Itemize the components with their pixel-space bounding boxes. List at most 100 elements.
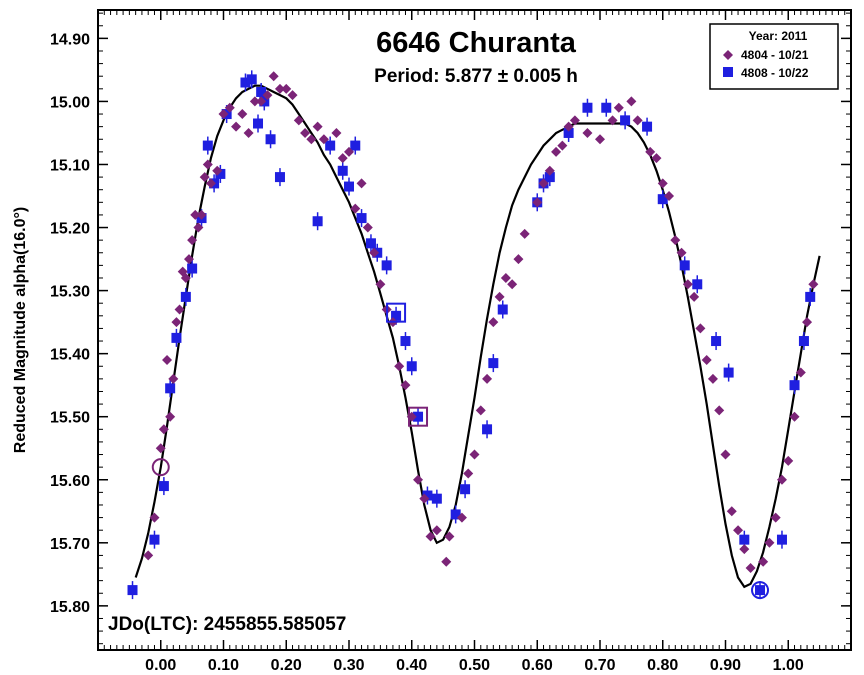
data-point-diamond [243,127,254,138]
data-point-diamond [293,115,304,126]
data-point-diamond [463,468,474,479]
data-point-diamond [306,134,317,145]
data-point-diamond [237,109,248,120]
data-point-square [356,213,367,224]
y-axis-label: Reduced Magnitude alpha(16.0°) [12,207,29,453]
reference-marker-circle [751,581,770,600]
data-point-square [265,134,276,145]
data-point-diamond [707,373,718,384]
x-tick-label: 0.70 [584,657,615,674]
data-point-diamond [808,279,819,290]
data-point-diamond [155,443,166,454]
data-point-diamond [196,209,207,220]
data-point-diamond [670,235,681,246]
data-point-diamond [190,209,201,220]
data-point-diamond [695,323,706,334]
data-point-diamond [174,304,185,315]
data-point-diamond [158,424,169,435]
data-point-diamond [212,165,223,176]
data-point-diamond [563,121,574,132]
data-point-diamond [519,228,530,239]
data-point-diamond [199,172,210,183]
x-tick-label: 0.50 [459,657,490,674]
y-axis: 14.90 15.00 15.10 15.20 15.30 15.40 15.50 15.60… [50,12,851,645]
data-point-diamond [287,90,298,101]
data-point-diamond [193,222,204,233]
data-point-square [274,172,285,183]
data-point-square [202,140,213,151]
data-point-diamond [488,317,499,328]
data-point-diamond [538,178,549,189]
reference-marker-square [386,302,407,323]
data-point-diamond [312,121,323,132]
x-tick-label: 0.80 [647,657,678,674]
data-point-diamond [171,317,182,328]
chart-subtitle: Period: 5.877 ± 0.005 h [374,66,578,87]
legend-diamond-marker [723,50,733,60]
y-tick-label: 15.00 [50,94,90,111]
data-point-diamond [507,279,518,290]
data-point-diamond [783,455,794,466]
data-point-square [755,585,766,596]
data-point-diamond [494,291,505,302]
data-point-diamond [569,115,580,126]
data-point-diamond [356,178,367,189]
data-point-square [488,358,499,369]
data-point-diamond [413,474,424,485]
data-point-diamond [268,71,279,82]
data-point-diamond [795,367,806,378]
data-point-square [215,168,226,179]
data-point-diamond [362,222,373,233]
data-point-diamond [444,531,455,542]
data-point-square [601,102,612,113]
data-point-square [149,534,160,545]
data-point-diamond [544,165,555,176]
data-point-square [544,172,555,183]
data-point-square [406,361,417,372]
legend: Year: 2011 4804 - 10/21 4808 - 10/22 [709,23,839,90]
data-point-square [642,121,653,132]
y-tick-label: 15.50 [50,410,90,427]
reference-marker-square [408,406,429,427]
data-point-diamond [720,449,731,460]
data-point-diamond [758,556,769,567]
x-tick-label: 0.10 [208,657,239,674]
data-point-diamond [701,354,712,365]
data-point-diamond [218,109,229,120]
data-point-diamond [802,317,813,328]
data-point-square [582,102,593,113]
data-point-square [805,291,816,302]
data-point-square [240,77,251,88]
data-point-diamond [202,159,213,170]
data-point-square [776,534,787,545]
data-point-square [679,260,690,271]
data-point-diamond [595,134,605,145]
y-tick-label: 15.80 [50,599,90,616]
data-point-diamond [149,512,160,523]
data-point-square [350,140,361,151]
data-point-square [180,291,191,302]
data-point-square [723,367,734,378]
data-point-diamond [682,279,693,290]
data-point-square [171,332,182,343]
data-point-diamond [689,291,700,302]
y-tick-label: 15.10 [50,157,90,174]
data-point-diamond [425,531,436,542]
data-point-diamond [657,178,668,189]
x-tick-label: 0.30 [333,657,364,674]
y-tick-label: 15.30 [50,284,90,301]
data-point-square [165,383,176,394]
chart-title: 6646 Churanta [376,27,577,59]
legend-entry-4808: 4808 - 10/22 [741,66,809,80]
data-point-diamond [394,361,405,372]
data-point-diamond [400,380,411,391]
data-point-diamond [582,127,593,138]
data-point-diamond [337,153,348,164]
data-point-diamond [274,83,285,94]
data-point-diamond [350,203,361,214]
data-point-diamond [231,121,242,132]
data-point-diamond [739,544,750,555]
data-point-diamond [676,247,687,258]
data-point-square [692,279,703,290]
data-point-diamond [183,254,194,265]
